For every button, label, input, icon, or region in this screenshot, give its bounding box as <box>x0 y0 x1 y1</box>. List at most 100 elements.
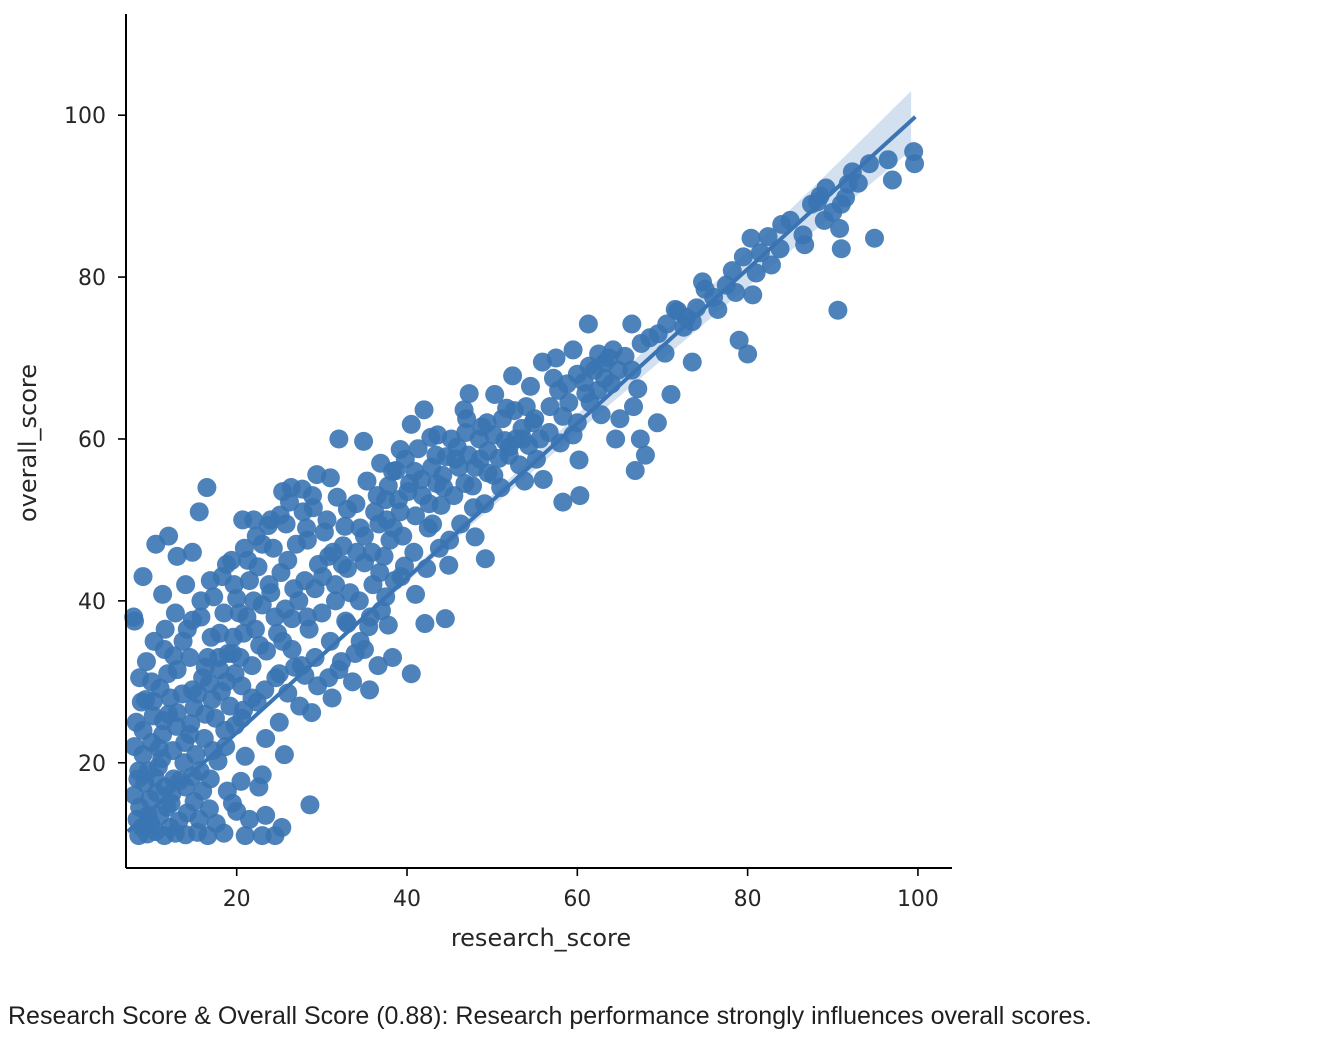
data-point <box>180 648 200 668</box>
regression-line-group <box>126 115 917 834</box>
data-point <box>383 648 403 668</box>
data-point <box>325 591 345 611</box>
data-point <box>256 805 276 825</box>
data-point <box>227 588 247 608</box>
data-point <box>878 150 898 170</box>
data-point <box>882 170 902 190</box>
data-point <box>175 733 195 753</box>
data-point <box>322 688 342 708</box>
data-point <box>312 603 332 623</box>
data-point <box>346 494 366 514</box>
data-point <box>331 652 351 672</box>
data-point <box>199 799 219 819</box>
data-point <box>758 227 778 247</box>
data-point <box>729 330 749 350</box>
data-point <box>239 571 259 591</box>
data-point <box>261 583 281 603</box>
data-point <box>222 550 242 570</box>
data-point <box>628 379 648 399</box>
data-point <box>441 429 461 449</box>
data-point <box>336 611 356 631</box>
x-tick-label: 80 <box>734 887 762 912</box>
data-point <box>411 469 431 489</box>
data-point <box>591 405 611 425</box>
data-point <box>470 449 490 469</box>
y-tick-label: 40 <box>78 590 106 615</box>
data-point <box>147 783 167 803</box>
data-point <box>814 210 834 230</box>
scatter-plot: 20 40 60 80 100 20 40 60 80 100 research_score o… <box>14 14 952 952</box>
data-point <box>484 465 504 485</box>
data-point <box>569 450 589 470</box>
data-point <box>130 668 150 688</box>
data-point <box>256 728 276 748</box>
data-point <box>831 239 851 259</box>
x-tick-label: 20 <box>223 887 251 912</box>
data-point <box>167 546 187 566</box>
data-point <box>188 684 208 704</box>
data-point <box>595 368 615 388</box>
data-point <box>202 690 222 710</box>
data-point <box>362 542 382 562</box>
data-point <box>523 413 543 433</box>
data-point <box>570 486 590 506</box>
data-point <box>418 518 438 538</box>
data-point <box>550 433 570 453</box>
data-point <box>622 314 642 334</box>
data-point <box>579 356 599 376</box>
data-point <box>297 607 317 627</box>
data-point <box>622 360 642 380</box>
data-point <box>290 696 310 716</box>
data-point <box>279 492 299 512</box>
data-point <box>248 557 268 577</box>
y-tick-label: 20 <box>78 752 106 777</box>
data-point <box>133 567 153 587</box>
data-point <box>905 154 925 174</box>
data-point <box>136 652 156 672</box>
data-point <box>145 767 165 787</box>
scatter-points <box>124 142 925 846</box>
data-point <box>133 720 153 740</box>
data-point <box>343 672 363 692</box>
x-tick-label: 60 <box>563 887 591 912</box>
data-point <box>347 542 367 562</box>
data-point <box>234 538 254 558</box>
data-point <box>141 813 161 833</box>
data-point <box>257 641 277 661</box>
data-point <box>269 712 289 732</box>
data-point <box>300 795 320 815</box>
y-tick-label: 80 <box>78 266 106 291</box>
x-axis-label: research_score <box>451 924 631 952</box>
data-point <box>459 384 479 404</box>
data-point <box>263 538 283 558</box>
data-point <box>189 502 209 522</box>
data-point <box>553 492 573 512</box>
data-point <box>282 639 302 659</box>
data-point <box>533 469 553 489</box>
data-point <box>485 384 505 404</box>
data-point <box>340 583 360 603</box>
data-point <box>383 461 403 481</box>
data-point <box>750 243 770 263</box>
data-point <box>235 746 255 766</box>
data-point <box>625 461 645 481</box>
data-point <box>158 664 178 684</box>
data-point <box>661 384 681 404</box>
data-point <box>235 826 255 846</box>
data-point <box>733 247 753 267</box>
x-tick-label: 40 <box>393 887 421 912</box>
data-point <box>630 429 650 449</box>
data-point <box>532 352 552 372</box>
data-point <box>182 542 202 562</box>
data-point <box>439 555 459 575</box>
data-point <box>383 518 403 538</box>
data-point <box>124 607 144 627</box>
data-point <box>289 591 309 611</box>
data-point <box>404 542 424 562</box>
data-point <box>149 738 169 758</box>
chart-caption: Research Score & Overall Score (0.88): R… <box>8 1002 1092 1030</box>
data-point <box>716 275 736 295</box>
data-point <box>307 465 327 485</box>
data-point <box>451 514 471 534</box>
data-point <box>610 409 630 429</box>
